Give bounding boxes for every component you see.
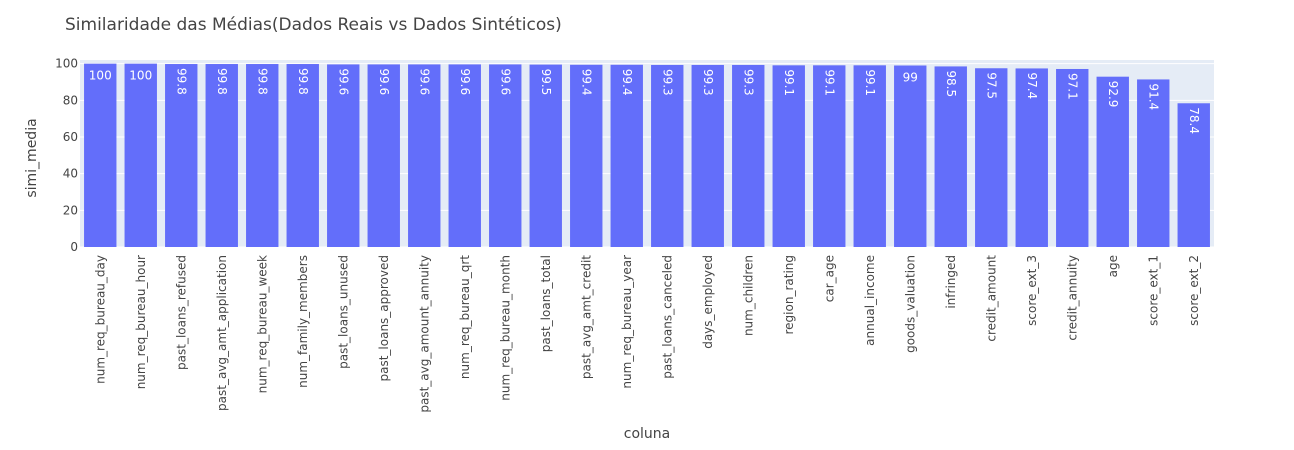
y-axis-title: simi_media <box>24 118 40 197</box>
x-tick-label: credit_amount <box>984 255 998 342</box>
bar-value-label: 100 <box>89 69 112 83</box>
x-tick-label: score_ext_3 <box>1025 255 1039 326</box>
bar[interactable] <box>570 64 603 248</box>
x-tick-label: past_loans_canceled <box>660 255 674 379</box>
x-tick-label: num_req_bureau_week <box>255 255 269 393</box>
bar[interactable] <box>691 64 724 247</box>
bar[interactable] <box>165 64 198 248</box>
y-tick-label: 100 <box>55 57 78 71</box>
bar[interactable] <box>1096 76 1129 247</box>
y-axis-ticks: 0 20 40 60 80 100 <box>55 57 78 254</box>
bar[interactable] <box>205 64 238 248</box>
bar-value-label: 78.4 <box>1187 107 1201 134</box>
x-tick-label: infringed <box>944 255 958 309</box>
bar-value-label: 99.4 <box>620 69 634 96</box>
bar[interactable] <box>489 64 522 248</box>
x-axis-title: coluna <box>624 426 670 442</box>
bar[interactable] <box>327 64 360 248</box>
bar-value-label: 92.9 <box>1106 81 1120 108</box>
x-tick-label: region_rating <box>782 255 796 335</box>
x-tick-label: credit_annuity <box>1065 255 1079 341</box>
bar[interactable] <box>408 64 441 248</box>
bar[interactable] <box>894 65 927 248</box>
bar[interactable] <box>448 64 481 248</box>
x-tick-label: past_loans_refused <box>174 255 188 370</box>
bar[interactable] <box>610 64 643 248</box>
bar[interactable] <box>651 64 684 247</box>
bar-value-label: 99.3 <box>701 69 715 96</box>
bar[interactable] <box>1015 68 1048 247</box>
x-tick-label: score_ext_2 <box>1187 255 1201 326</box>
y-tick-label: 40 <box>63 167 78 181</box>
x-tick-label: num_req_bureau_month <box>498 255 512 401</box>
x-tick-label: past_loans_total <box>539 255 553 352</box>
bar[interactable] <box>853 65 886 247</box>
bar-value-label: 99 <box>903 71 918 85</box>
bar-value-label: 99.8 <box>255 68 269 95</box>
bar-value-label: 99.6 <box>336 68 350 95</box>
bar-value-label: 99.4 <box>579 69 593 96</box>
x-tick-label: num_req_bureau_hour <box>134 255 148 389</box>
x-tick-label: past_loans_unused <box>336 255 350 369</box>
bar-value-label: 99.6 <box>458 68 472 95</box>
bar[interactable] <box>934 66 967 248</box>
bar-value-label: 99.6 <box>377 68 391 95</box>
bar[interactable] <box>1137 79 1170 247</box>
bar-value-label: 100 <box>129 69 152 83</box>
bar-value-label: 99.5 <box>539 69 553 96</box>
bars <box>84 63 1210 248</box>
y-tick-label: 60 <box>63 130 78 144</box>
bar[interactable] <box>124 63 157 247</box>
bar-value-label: 99.8 <box>174 68 188 95</box>
bar[interactable] <box>1177 103 1210 248</box>
y-tick-label: 20 <box>63 203 78 217</box>
bar-value-label: 97.5 <box>984 72 998 99</box>
bar-value-label: 99.1 <box>863 69 877 96</box>
bar-value-label: 97.4 <box>1025 72 1039 99</box>
x-tick-label: past_avg_amt_application <box>215 255 229 411</box>
bar-value-label: 91.4 <box>1146 83 1160 110</box>
bar-value-label: 99.8 <box>296 68 310 95</box>
bar-labels: 100 100 99.8 99.8 99.8 99.8 99.6 99.6 99.6 99.6 99… <box>89 68 1201 134</box>
bar[interactable] <box>529 64 562 247</box>
bar-value-label: 98.5 <box>944 70 958 97</box>
x-tick-label: num_req_bureau_day <box>93 255 107 384</box>
bar-value-label: 99.1 <box>782 69 796 96</box>
x-tick-label: goods_valuation <box>903 255 917 353</box>
bar[interactable] <box>367 64 400 248</box>
bar[interactable] <box>772 65 805 247</box>
x-tick-label: past_avg_amt_credit <box>579 255 593 379</box>
bar-value-label: 99.3 <box>660 69 674 96</box>
x-tick-label: past_loans_approved <box>377 255 391 382</box>
x-axis-ticks: num_req_bureau_day num_req_bureau_hour pas… <box>93 255 1201 413</box>
bar[interactable] <box>286 64 319 248</box>
x-tick-label: num_req_bureau_year <box>620 255 634 389</box>
x-tick-label: days_employed <box>701 255 715 349</box>
bar[interactable] <box>975 68 1008 247</box>
x-tick-label: annual_income <box>863 255 877 346</box>
bar-value-label: 99.6 <box>498 68 512 95</box>
bar-value-label: 99.6 <box>417 68 431 95</box>
bar[interactable] <box>813 65 846 247</box>
bar-value-label: 99.1 <box>822 69 836 96</box>
x-tick-label: past_avg_amount_annuity <box>417 255 431 413</box>
x-tick-label: num_req_bureau_qrt <box>458 255 472 379</box>
bar-value-label: 97.1 <box>1065 73 1079 100</box>
x-tick-label: num_family_members <box>296 255 310 388</box>
bar-value-label: 99.8 <box>215 68 229 95</box>
x-tick-label: num_children <box>741 255 755 336</box>
y-tick-label: 0 <box>70 240 78 254</box>
bar[interactable] <box>732 64 765 247</box>
y-tick-label: 80 <box>63 93 78 107</box>
chart-title: Similaridade das Médias(Dados Reais vs D… <box>65 15 562 35</box>
bar[interactable] <box>246 64 279 248</box>
x-tick-label: age <box>1106 255 1120 277</box>
bar[interactable] <box>1056 68 1089 247</box>
x-tick-label: score_ext_1 <box>1146 255 1160 326</box>
x-tick-label: car_age <box>822 255 836 302</box>
bar-value-label: 99.3 <box>741 69 755 96</box>
bar[interactable] <box>84 63 117 247</box>
